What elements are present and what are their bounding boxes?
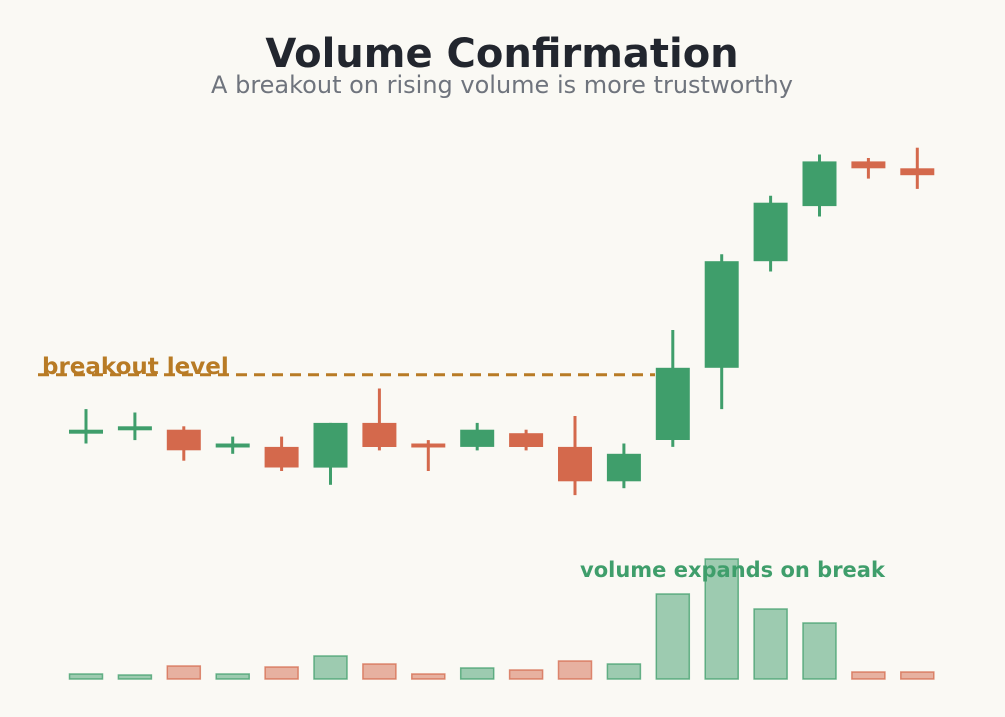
candle-body: [362, 422, 397, 447]
candle-body: [558, 446, 592, 482]
volume-bar: [508, 669, 544, 680]
volume-bar: [166, 665, 202, 680]
chart-title: Volume Confirmation: [265, 31, 738, 77]
volume-bar: [459, 667, 495, 680]
candle-body: [313, 422, 348, 468]
volume-bar: [606, 663, 642, 680]
candle-body: [264, 446, 299, 468]
candle-body: [606, 453, 641, 482]
volume-bar: [753, 608, 788, 680]
candle-body: [753, 202, 788, 262]
candle-body: [704, 261, 739, 368]
candle-body: [509, 433, 544, 447]
volume-bar: [117, 674, 153, 680]
chart-subtitle: A breakout on rising volume is more trus…: [211, 71, 793, 99]
candle-body: [411, 443, 446, 448]
candle-body: [851, 161, 886, 169]
volume-bar: [215, 673, 250, 680]
volume-bar: [704, 558, 739, 680]
candle-body: [460, 429, 495, 447]
candle-body: [655, 367, 690, 440]
volume-bar: [264, 666, 299, 680]
candle-body: [802, 161, 837, 207]
volume-annotation: volume expands on break: [580, 558, 886, 582]
volume-bar: [362, 663, 397, 680]
price-candles: [69, 147, 935, 496]
candle-body: [215, 443, 250, 448]
candle-body: [900, 168, 935, 176]
volume-bar: [851, 671, 886, 680]
candle-body: [69, 429, 103, 434]
candle-body: [117, 426, 152, 431]
volume-bar: [655, 593, 691, 680]
volume-bar: [68, 673, 104, 680]
volume-bar: [313, 655, 348, 680]
volume-bar: [557, 660, 593, 680]
breakout-level-label: breakout level: [42, 354, 229, 380]
volume-bar: [411, 673, 446, 680]
volume-bars: [68, 558, 935, 680]
volume-bar: [900, 671, 935, 680]
volume-bar: [802, 622, 837, 680]
candle-body: [166, 429, 201, 451]
